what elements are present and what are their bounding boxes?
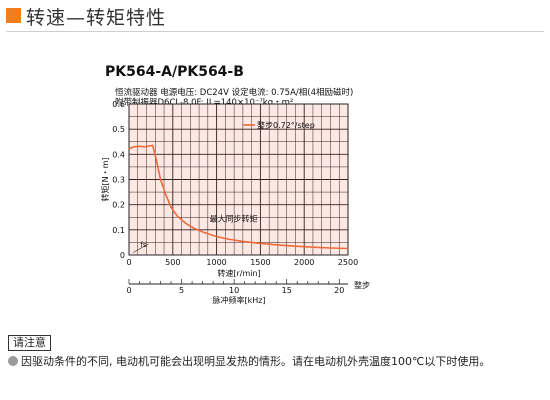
notice-text: 因驱动条件的不同, 电动机可能会出现明显发热的情形。请在电动机外壳温度100℃以… <box>21 355 491 368</box>
y-tick-label: 0.5 <box>112 125 125 134</box>
pulse-tick-label: 15 <box>282 286 292 295</box>
y-tick-label: 0.4 <box>112 150 125 159</box>
x-axis-label: 转速[r/min] <box>217 268 260 278</box>
damper-spec-line: 附带制振器D6CL-8.0F: JL=140×10⁻⁷kg・m² <box>115 98 294 108</box>
notice-label: 请注意 <box>8 335 51 351</box>
full-step-label: 整步 <box>354 280 370 290</box>
pulse-tick-label: 20 <box>334 286 344 295</box>
y-tick-label: 0.2 <box>112 201 125 210</box>
orange-square-icon <box>6 8 21 23</box>
header-divider <box>6 31 544 32</box>
fs-label: fs <box>140 241 146 249</box>
pulse-tick-label: 10 <box>229 286 239 295</box>
x-tick-label: 0 <box>126 258 131 267</box>
y-axis-label: 转矩[N・m] <box>100 157 110 201</box>
y-tick-label: 0.3 <box>112 176 125 185</box>
bullet-icon <box>8 356 18 366</box>
pulse-tick-label: 5 <box>179 286 184 295</box>
plot-frame <box>128 103 349 256</box>
section-header: 转速—转矩特性 <box>6 3 544 33</box>
y-tick-label: 0.1 <box>112 226 125 235</box>
torque-curve <box>128 144 349 250</box>
x-tick-label: 500 <box>165 258 180 267</box>
chart-title: PK564-A/PK564-B <box>105 64 244 80</box>
pulse-axis-label: 脉冲频率[kHz] <box>212 295 265 305</box>
y-tick-label: 0 <box>120 251 125 260</box>
legend-label: 整步0.72°/step <box>257 120 315 130</box>
x-tick-label: 2000 <box>294 258 314 267</box>
section-title: 转速—转矩特性 <box>26 7 167 29</box>
drive-spec-line: 恒流驱动器 电源电压: DC24V 设定电流: 0.75A/相(4相励磁时) <box>115 88 354 98</box>
y-tick-label: 0.6 <box>112 100 125 109</box>
x-tick-label: 2500 <box>338 258 358 267</box>
x-tick-label: 1000 <box>206 258 226 267</box>
pulse-tick-label: 0 <box>126 286 131 295</box>
torque-speed-chart: 0 0.1 0.2 0.3 0.4 0.5 0.6 0 500 1000 1500 2000 2500 转… <box>100 100 370 305</box>
notice-text-row: 因驱动条件的不同, 电动机可能会出现明显发热的情形。请在电动机外壳温度100℃以… <box>8 353 490 369</box>
max-sync-torque-label: 最大同步转矩 <box>210 214 258 224</box>
fs-leader-line <box>132 243 149 253</box>
x-tick-label: 1500 <box>250 258 270 267</box>
